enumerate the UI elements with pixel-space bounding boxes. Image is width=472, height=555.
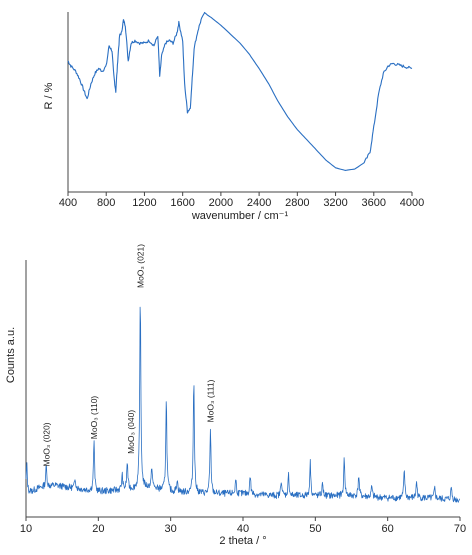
ftir-chart: 400 800 1200 1600 2000 2400 2800 3200 3600 4000 R… xyxy=(43,11,424,222)
xrd-peak-label: MoO₃ (040) xyxy=(126,410,136,454)
xrd-x-tick-label: 60 xyxy=(382,523,394,535)
xrd-y-axis-title: Counts a.u. xyxy=(5,327,17,383)
ftir-x-ticks: 400 800 1200 1600 2000 2400 2800 3200 3600 4000 xyxy=(59,192,424,209)
xrd-peak-label: MoO₃ (020) xyxy=(41,422,51,466)
xrd-peak-annotations: MoO₃ (020) MoO₃ (110) MoO₃ (040) MoO₃ (021)… xyxy=(41,244,215,467)
xrd-x-ticks: 10 20 30 40 50 60 70 xyxy=(20,517,466,535)
ftir-x-tick-label: 3200 xyxy=(323,197,347,209)
ftir-x-tick-label: 1600 xyxy=(170,197,194,209)
xrd-x-tick-label: 30 xyxy=(165,523,177,535)
xrd-x-tick-label: 20 xyxy=(92,523,104,535)
ftir-x-tick-label: 800 xyxy=(97,197,115,209)
xrd-peak-label: MoO₃ (111) xyxy=(205,379,215,422)
ftir-x-tick-label: 4000 xyxy=(400,197,424,209)
ftir-x-axis-title: wavenumber / cm⁻¹ xyxy=(191,210,289,222)
ftir-x-tick-label: 400 xyxy=(59,197,77,209)
xrd-x-tick-label: 40 xyxy=(237,523,249,535)
xrd-series-line xyxy=(25,306,460,503)
ftir-series-line xyxy=(67,11,413,171)
xrd-x-tick-label: 70 xyxy=(454,523,466,535)
ftir-x-tick-label: 1200 xyxy=(132,197,156,209)
ftir-x-tick-label: 2800 xyxy=(285,197,309,209)
xrd-peak-label: MoO₃ (021) xyxy=(135,244,145,288)
xrd-chart: 10 20 30 40 50 60 70 MoO₃ (020)MoO₃ (110) MoO₃ … xyxy=(5,244,466,547)
ftir-y-axis-title: R / % xyxy=(43,82,55,109)
ftir-x-tick-label: 2400 xyxy=(247,197,271,209)
xrd-x-tick-label: 50 xyxy=(309,523,321,535)
ftir-x-tick-label: 2000 xyxy=(209,197,233,209)
ftir-x-tick-label: 3600 xyxy=(362,197,386,209)
xrd-x-axis-title: 2 theta / ° xyxy=(219,535,266,547)
xrd-x-tick-label: 10 xyxy=(20,523,32,535)
xrd-peak-label: MoO₃ (110) xyxy=(89,396,99,440)
